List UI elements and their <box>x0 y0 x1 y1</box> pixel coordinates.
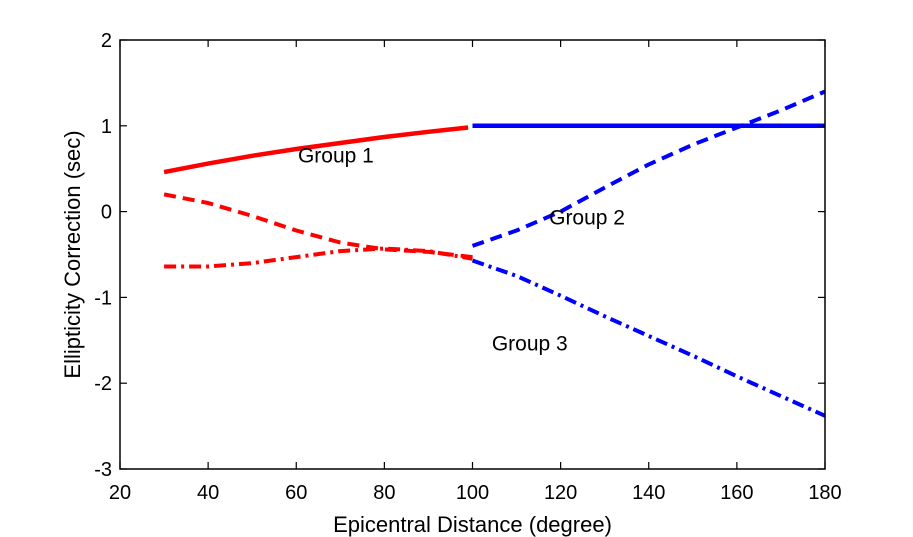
x-tick-label: 20 <box>109 482 131 504</box>
annotation-group-3: Group 3 <box>492 333 568 356</box>
annotation-group-2: Group 2 <box>549 206 625 229</box>
series-line-group3-red <box>164 246 473 269</box>
axis-ticks <box>119 39 826 470</box>
x-tick-label: 140 <box>632 482 665 504</box>
x-tick-label: 60 <box>285 482 307 504</box>
y-tick-label: -1 <box>94 287 112 309</box>
annotation-group-1: Group 1 <box>298 145 374 168</box>
x-tick-label: 100 <box>456 482 489 504</box>
y-tick-label: 2 <box>101 30 112 52</box>
y-tick-label: 1 <box>101 116 112 138</box>
x-axis-label: Epicentral Distance (degree) <box>333 512 612 537</box>
x-tick-label: 80 <box>373 482 395 504</box>
series-lines <box>163 89 826 418</box>
x-tick-label: 160 <box>720 482 753 504</box>
y-axis-label: Ellipticity Correction (sec) <box>60 130 85 378</box>
series-line-group1-red <box>163 125 469 175</box>
x-tick-label: 120 <box>544 482 577 504</box>
series-line-group2-blue <box>471 89 826 248</box>
y-tick-label: -2 <box>94 373 112 395</box>
axis-tick-labels: 20 40 60 80 100 120 140 160 180 -3 -2 -1 0 1 2 <box>94 30 841 504</box>
series-line-group2-red <box>163 192 473 260</box>
annotations: Group 1 Group 2 Group 3 <box>298 145 625 356</box>
plot-frame <box>119 39 826 470</box>
y-tick-label: 0 <box>101 202 112 224</box>
x-tick-label: 180 <box>808 482 841 504</box>
y-tick-label: -3 <box>94 459 112 481</box>
x-tick-label: 40 <box>197 482 219 504</box>
